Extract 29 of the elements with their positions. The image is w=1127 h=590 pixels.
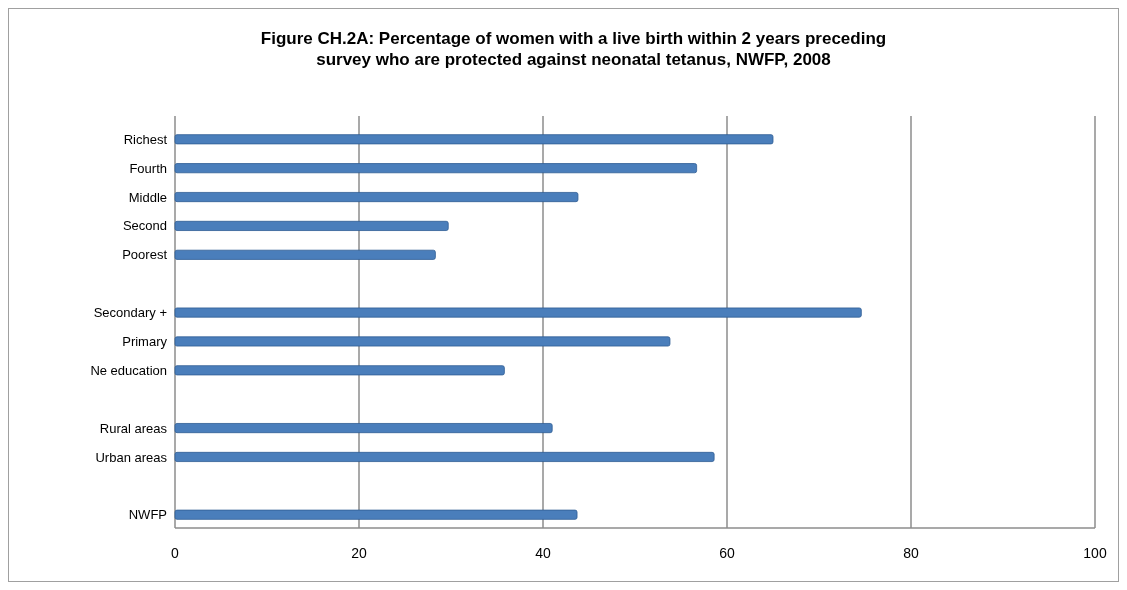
bar (174, 163, 698, 174)
y-tick-label: Second (122, 218, 167, 234)
bar (174, 509, 578, 520)
x-tick-label: 100 (1083, 545, 1107, 561)
bar (174, 249, 436, 260)
bar (174, 134, 774, 145)
y-tick-label: Middle (128, 189, 167, 205)
x-tick-label: 60 (719, 545, 735, 561)
bar (174, 307, 862, 318)
bar (174, 451, 715, 462)
chart-title: Figure CH.2A: Percentage of women with a live birth within 2 years preceding survey who are protected against neonatal tetanus, NWFP, 2008 (260, 29, 887, 69)
y-tick-label: Poorest (122, 247, 168, 263)
bar (174, 423, 553, 434)
y-tick-label: Fourth (129, 160, 167, 176)
bar (174, 192, 579, 203)
y-tick-label: Ne education (90, 362, 167, 378)
x-tick-label: 40 (535, 545, 551, 561)
y-tick-label: Primary (122, 333, 168, 349)
x-tick-label: 80 (903, 545, 919, 561)
bar (174, 220, 449, 231)
y-tick-label: Rural areas (99, 420, 168, 436)
y-tick-label: Secondary + (93, 305, 167, 321)
bar (174, 336, 671, 347)
y-tick-label: NWFP (128, 507, 167, 523)
x-tick-label: 0 (171, 545, 180, 561)
y-tick-label: Richest (123, 131, 168, 147)
bar (174, 365, 505, 376)
y-tick-label: Urban areas (95, 449, 168, 465)
x-tick-label: 20 (351, 545, 367, 561)
